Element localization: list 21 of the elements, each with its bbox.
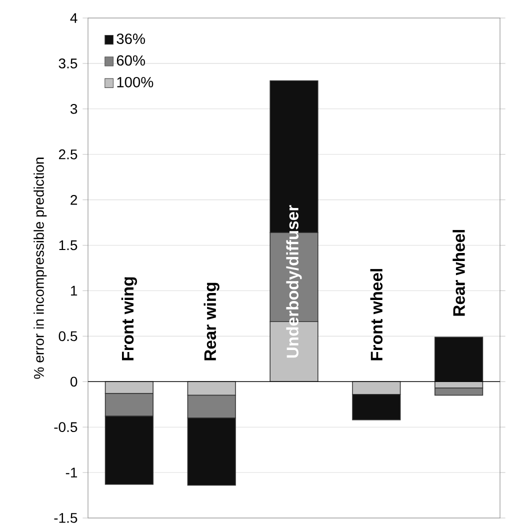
y-tick-label: -1.5: [54, 513, 78, 523]
y-tick-label: 3.5: [58, 58, 78, 68]
y-tick-label: 0: [70, 376, 78, 387]
y-tick-label: 1: [71, 286, 78, 296]
y-tick-label: -0.5: [54, 422, 78, 432]
legend-label: 60%: [116, 55, 145, 66]
y-tick-label: 3: [70, 104, 78, 114]
y-tick-label: 2: [70, 194, 78, 205]
legend-label: 100%: [117, 76, 154, 88]
x-tick-label: Rear wheel: [452, 230, 465, 316]
y-tick-label: 2.5: [58, 149, 78, 160]
y-tick-label: 4: [70, 13, 78, 23]
x-tick-label: Front wing: [121, 277, 138, 360]
y-tick-label: 0.5: [58, 331, 78, 342]
x-tick-label: Underbody/diffuser: [286, 205, 302, 358]
x-tick-label: Rear wing: [204, 282, 220, 360]
legend-label: 36%: [116, 34, 145, 44]
x-tick-label: Front wheel: [370, 269, 383, 360]
y-axis-title: % error in incompressible prediction: [34, 158, 47, 379]
y-tick-label: 1.5: [59, 240, 78, 250]
y-tick-label: -1: [66, 468, 78, 478]
